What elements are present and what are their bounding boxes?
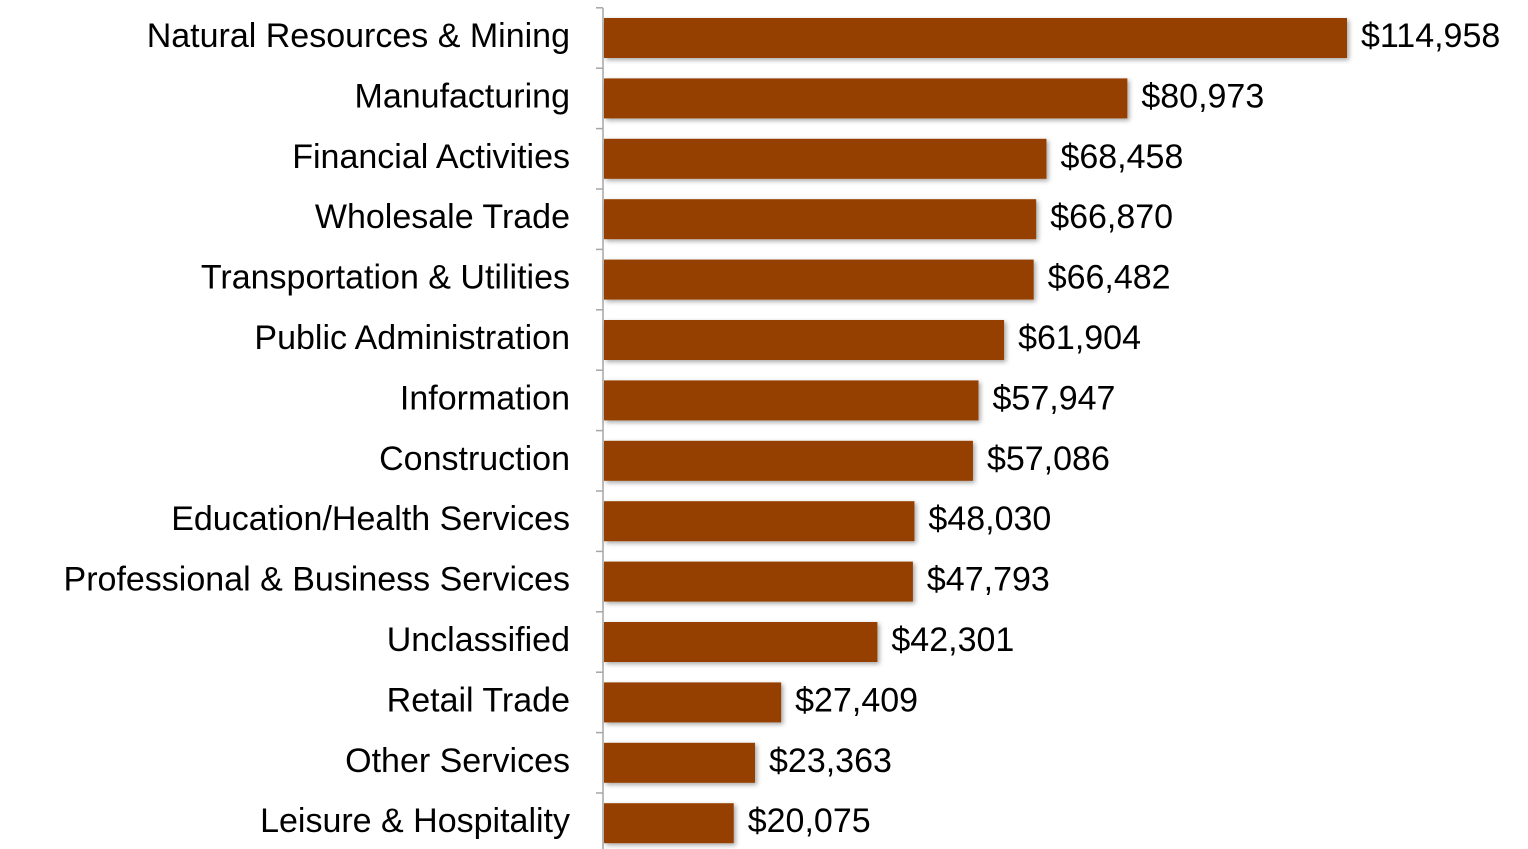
bar: [604, 320, 1005, 360]
category-label: Leisure & Hospitality: [260, 802, 570, 840]
category-label: Wholesale Trade: [315, 198, 570, 236]
bar: [604, 742, 756, 783]
value-label: $66,870: [1050, 198, 1173, 236]
value-label: $57,947: [993, 379, 1116, 417]
value-label: $114,958: [1361, 17, 1500, 55]
value-label: $23,363: [769, 742, 892, 780]
bar: [604, 622, 878, 662]
bar: [604, 199, 1037, 240]
bar: [604, 803, 734, 844]
bar: [604, 78, 1128, 119]
value-label: $20,075: [748, 802, 871, 840]
value-label: $80,973: [1141, 77, 1264, 115]
category-label: Unclassified: [387, 621, 570, 659]
category-label: Financial Activities: [292, 138, 570, 176]
category-label: Manufacturing: [355, 77, 570, 115]
value-label: $61,904: [1018, 319, 1141, 357]
value-label: $66,482: [1048, 259, 1171, 297]
bar: [604, 259, 1034, 300]
category-label: Information: [400, 379, 570, 417]
value-label: $68,458: [1060, 138, 1183, 176]
bar: [604, 682, 782, 723]
category-label: Retail Trade: [387, 681, 570, 719]
category-label: Transportation & Utilities: [201, 259, 570, 297]
bar: [604, 440, 973, 481]
category-label: Natural Resources & Mining: [147, 17, 570, 55]
bar: [604, 561, 913, 602]
value-label: $48,030: [928, 500, 1051, 538]
category-label: Other Services: [345, 742, 570, 780]
bar: [604, 18, 1347, 58]
category-label: Education/Health Services: [171, 500, 570, 538]
bar: [604, 138, 1047, 179]
category-label: Professional & Business Services: [64, 561, 570, 599]
bar: [604, 501, 915, 542]
value-label: $42,301: [891, 621, 1014, 659]
value-label: $27,409: [795, 681, 918, 719]
category-label: Construction: [379, 440, 570, 478]
category-label: Public Administration: [254, 319, 570, 357]
value-label: $47,793: [927, 561, 1050, 599]
bar: [604, 380, 979, 421]
value-label: $57,086: [987, 440, 1110, 478]
